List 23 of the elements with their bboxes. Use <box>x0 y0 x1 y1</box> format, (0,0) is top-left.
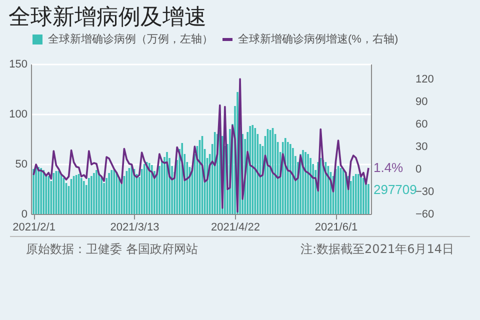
text: 注:数据截至2021年6月14日 <box>300 241 454 258</box>
x-tick-label: 2021/3/13 <box>110 222 160 234</box>
y-tick-label: 0 <box>21 208 28 220</box>
text: 原始数据：卫健委 各国政府网站 <box>26 241 198 258</box>
y-tick-label: 150 <box>9 58 28 70</box>
data-label: 1.4% <box>373 160 404 175</box>
y2-tick-label: 90 <box>416 96 428 108</box>
y-tick-label: 50 <box>15 158 28 170</box>
x-tick-label: 2021/4/22 <box>211 222 260 234</box>
legend-label: 全球新增确诊病例增速(%，右轴) <box>238 32 398 46</box>
y2-tick-label: −60 <box>416 208 434 220</box>
x-tick-label: 2021/6/1 <box>314 222 358 234</box>
y2-tick-label: 120 <box>416 74 434 86</box>
y2-tick-label: 30 <box>416 141 428 153</box>
chart-title: 全球新增病例及增速 <box>8 4 207 29</box>
annotation: 297709 <box>373 182 417 197</box>
legend-label: 全球新增确诊病例（万例，左轴） <box>48 32 213 46</box>
y2-tick-label: 60 <box>416 118 428 130</box>
y2-tick-label: −30 <box>416 186 434 198</box>
x-tick-label: 2021/2/1 <box>12 222 56 234</box>
y2-tick-label: 0 <box>416 164 422 176</box>
y-tick-label: 100 <box>9 108 28 120</box>
line-series <box>32 78 370 213</box>
